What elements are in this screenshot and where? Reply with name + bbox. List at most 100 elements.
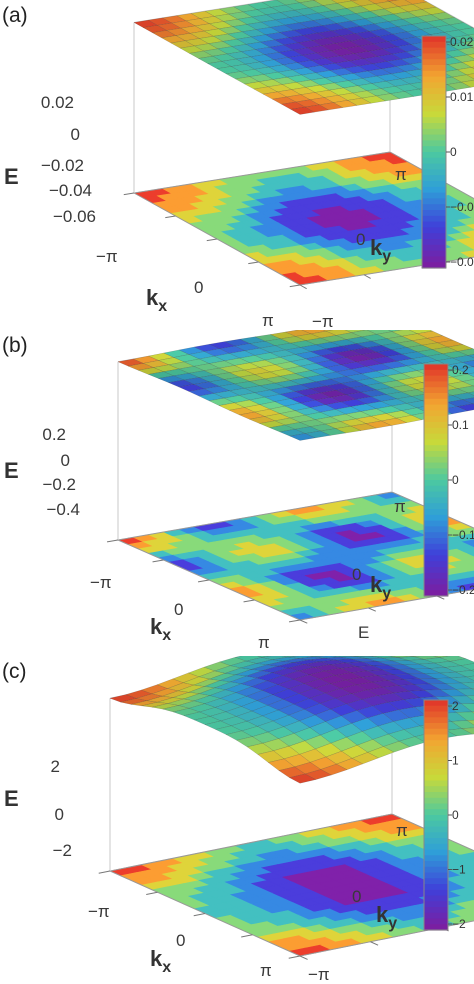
colorbar-segment [424, 462, 448, 469]
contour-cell [449, 867, 474, 876]
colorbar-segment [424, 538, 448, 545]
colorbar-segment [422, 227, 446, 234]
contour-cell [457, 197, 474, 206]
surface-patch [375, 93, 401, 102]
colorbar-segment [424, 717, 448, 724]
colorbar-segment [424, 757, 448, 764]
box-edge [422, 0, 474, 29]
colorbar-segment [422, 175, 446, 182]
colorbar-segment [424, 526, 448, 533]
colorbar-segment [424, 780, 448, 787]
x-tick-mark [152, 559, 164, 563]
x-tick: −π [90, 573, 112, 592]
colorbar-segment [424, 740, 448, 747]
contour-cell [461, 558, 474, 566]
contour-cell [456, 564, 474, 573]
colorbar-segment [422, 47, 446, 54]
colorbar-segment [424, 884, 448, 891]
x-tick-mark [146, 891, 158, 896]
colorbar-segment [422, 128, 446, 136]
colorbar-segment [422, 82, 446, 89]
colorbar-segment [424, 387, 448, 394]
colorbar-segment [424, 907, 448, 914]
surface-patch [465, 73, 474, 80]
colorbar-segment [422, 210, 446, 217]
colorbar-segment [424, 439, 448, 446]
y-tick: −π [308, 965, 330, 984]
surface-patch [466, 354, 474, 359]
panel-b: (b) 0.2 0 −0.2 −0.4 E −π 0 π kx π 0 E ky… [0, 330, 474, 656]
surface-patch [290, 106, 315, 115]
colorbar-segment [424, 820, 448, 828]
x-tick-mark [106, 539, 119, 543]
surface-patch [470, 688, 474, 691]
colorbar-segment [424, 555, 448, 562]
colorbar-segment [424, 872, 448, 879]
panel-a-plot: 0.02 0 −0.02 −0.04 −0.06 E −π 0 π kx π 0… [4, 0, 474, 330]
colorbar-segment [424, 416, 448, 423]
surface-patch [456, 403, 474, 412]
colorbar-segment [424, 924, 448, 931]
colorbar-segment [422, 41, 446, 49]
colorbar-segment [424, 584, 448, 591]
surface-patch [462, 40, 474, 48]
x-tick: 0 [194, 278, 203, 297]
colorbar-segment [422, 186, 446, 194]
surface-patch [470, 669, 474, 672]
colorbar-segment [422, 146, 446, 153]
surface-patch [318, 102, 344, 111]
contour-cell [470, 237, 474, 240]
colorbar-segment [424, 549, 448, 556]
panel-b-plot: 0.2 0 −0.2 −0.4 E −π 0 π kx π 0 E ky 0.2… [4, 330, 474, 652]
y-axis-label: ky [370, 235, 391, 265]
colorbar-segment [424, 456, 448, 464]
colorbar-segment [424, 398, 448, 406]
contour-cell [456, 237, 474, 246]
colorbar-segment [424, 497, 448, 504]
colorbar-segment [424, 878, 448, 885]
colorbar-segment [422, 117, 446, 124]
x-tick: π [258, 633, 270, 652]
colorbar-segment [424, 723, 448, 730]
x-tick-mark [289, 284, 301, 288]
surface-patch [451, 392, 474, 400]
colorbar-segment [424, 746, 448, 753]
z-axis-label: E [4, 786, 19, 811]
colorbar-segment [422, 198, 446, 205]
contour-cell [454, 859, 474, 868]
surface-patch [289, 433, 317, 441]
contour-cell [452, 224, 474, 233]
x-tick-mark [248, 261, 259, 265]
y-tick: π [394, 497, 406, 516]
surface-patch [461, 360, 474, 368]
surface-patch [387, 330, 403, 332]
surface-patch [452, 54, 474, 63]
contour-cell [465, 243, 474, 250]
x-tick: π [260, 961, 272, 980]
colorbar-segment [422, 239, 446, 246]
surface-patch [466, 391, 474, 396]
colorbar-segment [424, 532, 448, 539]
colorbar-segment [422, 152, 446, 159]
x-tick-mark [288, 955, 301, 959]
x-tick: −π [96, 247, 118, 266]
colorbar-segment [424, 705, 448, 713]
colorbar-segment [424, 393, 448, 400]
z-tick: −0.06 [53, 207, 96, 226]
colorbar-tick-label: −0.01 [450, 200, 474, 214]
x-tick: π [262, 311, 274, 330]
colorbar-segment [424, 509, 448, 516]
colorbar-segment [424, 826, 448, 833]
surface-patch [361, 95, 387, 104]
colorbar-segment [424, 480, 448, 487]
colorbar-segment [422, 94, 446, 101]
contour-cell [452, 205, 474, 214]
contour-cell [451, 534, 474, 543]
colorbar-segment [424, 567, 448, 574]
colorbar-segment [424, 520, 448, 527]
colorbar-segment [424, 769, 448, 776]
z-tick: 0 [61, 451, 70, 470]
colorbar-tick-label: 0 [450, 145, 457, 159]
contour-cell [470, 879, 474, 882]
colorbar-segment [424, 445, 448, 452]
